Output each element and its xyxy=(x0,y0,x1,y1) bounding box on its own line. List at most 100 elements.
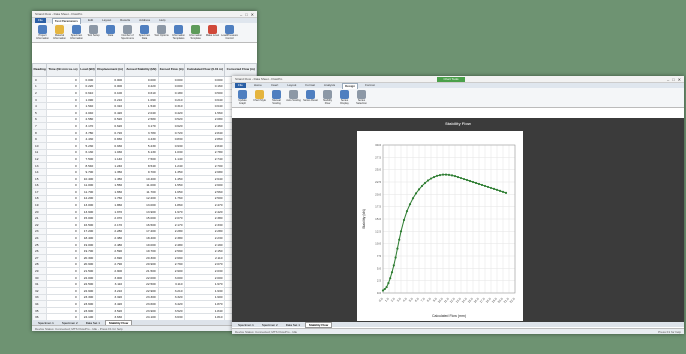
table-cell[interactable]: 2.900 xyxy=(95,267,126,275)
table-cell[interactable]: 3.110 xyxy=(95,280,126,288)
table-cell[interactable]: 2.580 xyxy=(78,115,97,124)
table-cell[interactable]: 2.600 xyxy=(184,181,226,190)
table-cell[interactable]: 0.220 xyxy=(124,82,159,91)
table-cell[interactable]: 3.780 xyxy=(78,128,97,137)
table-cell[interactable]: 0.640 xyxy=(184,102,226,110)
table-cell[interactable]: 0 xyxy=(46,188,80,196)
maximize-icon[interactable]: □ xyxy=(245,11,248,17)
table-cell[interactable]: 0 xyxy=(46,227,80,236)
table-cell[interactable]: 2.900 xyxy=(157,267,186,275)
row-number[interactable]: 35 xyxy=(32,306,48,315)
table-cell[interactable]: 3.320 xyxy=(95,293,126,302)
table-cell[interactable]: 1.140 xyxy=(95,155,126,163)
table-cell[interactable]: 23.300 xyxy=(124,293,159,302)
table-cell[interactable]: 1.350 xyxy=(95,168,126,176)
ribbon-button-information-templates[interactable]: Information Templates xyxy=(171,25,186,40)
table-cell[interactable]: 1.550 xyxy=(157,181,186,190)
row-number[interactable]: 23 xyxy=(32,227,48,236)
minimize-icon[interactable]: – xyxy=(239,11,243,17)
tab-insert[interactable]: Insert xyxy=(270,83,279,87)
table-cell[interactable]: 0 xyxy=(46,207,80,216)
table-cell[interactable]: 1.450 xyxy=(157,174,186,183)
table-cell[interactable]: 2.480 xyxy=(157,240,186,249)
row-number[interactable]: 14 xyxy=(32,168,48,176)
row-number[interactable]: 7 xyxy=(32,122,48,130)
table-cell[interactable]: 0.310 xyxy=(95,102,126,110)
sheet-tab[interactable]: Specimen 2 xyxy=(61,320,78,325)
table-cell[interactable]: 0.930 xyxy=(157,141,186,150)
table-cell[interactable]: 2.500 xyxy=(184,194,226,203)
column-header[interactable]: Corrected Flow (in) xyxy=(224,63,257,77)
table-cell[interactable]: 12.200 xyxy=(124,194,159,203)
table-cell[interactable]: 15.000 xyxy=(124,214,159,223)
table-cell[interactable]: 0 xyxy=(46,240,80,249)
ribbon-button-test-setup[interactable]: Test Setup xyxy=(86,25,101,40)
table-cell[interactable]: 0 xyxy=(46,306,80,315)
table-cell[interactable]: 2.080 xyxy=(184,115,226,124)
table-cell[interactable]: 3.420 xyxy=(157,300,186,308)
table-cell[interactable]: 23.900 xyxy=(124,306,159,315)
table-cell[interactable]: 1.930 xyxy=(184,287,226,295)
table-cell[interactable]: 0.310 xyxy=(157,102,186,110)
table-cell[interactable]: 12.200 xyxy=(78,194,97,203)
file-tab[interactable]: File xyxy=(35,18,46,23)
table-cell[interactable]: 0 xyxy=(46,122,80,130)
row-number[interactable]: 28 xyxy=(32,260,48,269)
table-cell[interactable]: 11.700 xyxy=(124,188,159,196)
tab-help[interactable]: Help xyxy=(159,18,166,22)
tab-format[interactable]: Format xyxy=(365,83,375,87)
table-cell[interactable]: 0.520 xyxy=(95,115,126,124)
table-cell[interactable]: 0 xyxy=(46,102,80,110)
table-cell[interactable]: 1.030 xyxy=(157,148,186,157)
table-cell[interactable]: 0.610 xyxy=(124,89,159,97)
table-cell[interactable]: 0 xyxy=(46,214,80,223)
table-cell[interactable]: 2.470 xyxy=(184,201,226,209)
table-cell[interactable]: 4.430 xyxy=(124,135,159,143)
table-cell[interactable]: 11.700 xyxy=(78,188,97,196)
row-number[interactable]: 18 xyxy=(32,194,48,203)
table-cell[interactable]: 1.650 xyxy=(157,188,186,196)
table-cell[interactable]: 0.000 xyxy=(78,76,97,84)
row-number[interactable]: 27 xyxy=(32,254,48,262)
table-cell[interactable]: 9.700 xyxy=(124,168,159,176)
table-cell[interactable]: 2.740 xyxy=(184,155,226,163)
table-cell[interactable]: 0 xyxy=(46,135,80,143)
table-cell[interactable]: 0.220 xyxy=(78,82,97,91)
table-cell[interactable]: 0.000 xyxy=(184,76,226,84)
ribbon-button-information-template[interactable]: Information Template xyxy=(188,25,203,40)
row-number[interactable]: 2 xyxy=(32,89,48,97)
tab-layout[interactable]: Layout xyxy=(287,83,297,87)
table-cell[interactable]: 2.070 xyxy=(184,260,226,269)
table-cell[interactable]: 22.900 xyxy=(124,287,159,295)
table-cell[interactable]: 1.840 xyxy=(184,306,226,315)
table-cell[interactable]: 0 xyxy=(46,260,80,269)
ribbon-button-project-information[interactable]: Project Information xyxy=(35,25,50,40)
table-cell[interactable]: 1.030 xyxy=(95,148,126,157)
table-cell[interactable]: 0.830 xyxy=(95,135,126,143)
ribbon-button-test-options[interactable]: Test Options xyxy=(154,25,169,40)
table-cell[interactable]: 2.860 xyxy=(184,135,226,143)
table-cell[interactable]: 21.500 xyxy=(78,267,97,275)
table-cell[interactable]: 1.140 xyxy=(157,155,186,163)
table-cell[interactable]: 3.170 xyxy=(78,122,97,130)
table-cell[interactable]: 1.650 xyxy=(95,188,126,196)
table-cell[interactable]: 2.150 xyxy=(184,247,226,256)
table-cell[interactable]: 0.000 xyxy=(95,82,126,91)
table-cell[interactable]: 13.000 xyxy=(124,201,159,209)
table-cell[interactable]: 2.110 xyxy=(184,254,226,262)
table-cell[interactable]: 4.430 xyxy=(78,135,97,143)
row-number[interactable]: 17 xyxy=(32,188,48,196)
table-cell[interactable]: 2.590 xyxy=(157,247,186,256)
tab-edit[interactable]: Edit xyxy=(87,18,94,22)
table-cell[interactable]: 0.640 xyxy=(184,95,226,104)
table-cell[interactable]: 0 xyxy=(46,293,80,302)
